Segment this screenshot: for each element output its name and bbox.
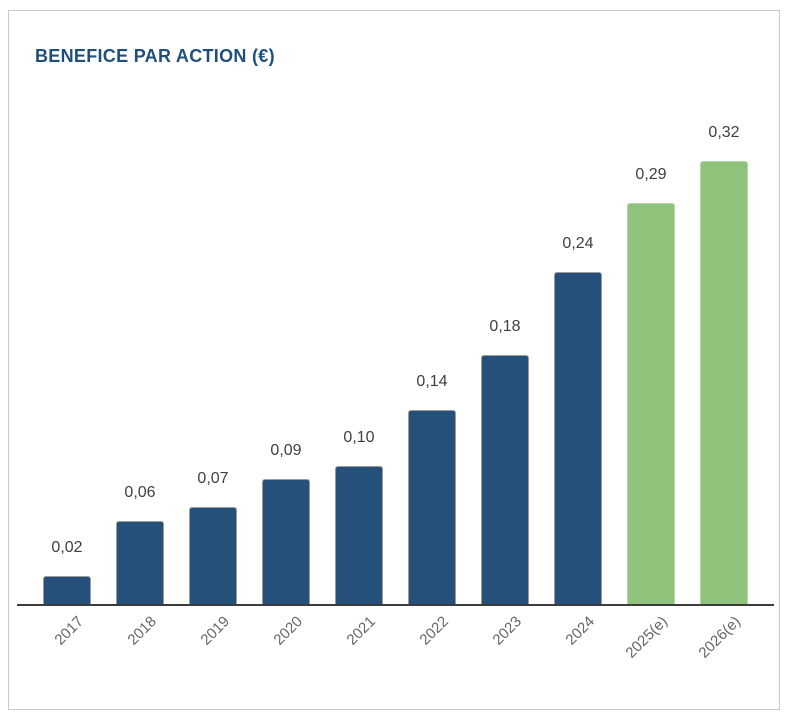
bar-value-label-2019: 0,07 (197, 470, 229, 487)
bar-2020[interactable] (262, 479, 310, 604)
bar-2023[interactable] (481, 355, 529, 604)
bar-2019[interactable] (189, 507, 237, 604)
x-axis-label-2024: 2024 (562, 613, 599, 649)
bar-2018[interactable] (116, 521, 164, 604)
x-axis-label-2021: 2021 (343, 613, 380, 649)
bar-2017[interactable] (43, 576, 91, 604)
bar-value-label-2022: 0,14 (416, 373, 448, 390)
x-axis-label-2020: 2020 (270, 613, 307, 649)
chart-card: BENEFICE PAR ACTION (€) 0,02 2017 0,06 2018… (8, 10, 780, 710)
bar-value-label-2026(e): 0,32 (708, 124, 740, 141)
x-axis-line (17, 604, 774, 606)
x-axis-label-2026(e): 2026(e) (695, 613, 745, 662)
bar-value-label-2020: 0,09 (270, 442, 302, 459)
x-axis-label-2023: 2023 (489, 613, 526, 649)
x-axis-label-2017: 2017 (51, 613, 88, 649)
x-axis-label-2025(e): 2025(e) (622, 613, 672, 662)
bar-value-label-2024: 0,24 (562, 235, 594, 252)
bar-value-label-2017: 0,02 (51, 539, 83, 556)
plot-area: 0,02 2017 0,06 2018 0,07 2019 0,09 2020 0,10 2021… (9, 11, 779, 709)
chart-title: BENEFICE PAR ACTION (€) (35, 46, 275, 66)
bar-2022[interactable] (408, 410, 456, 604)
bar-value-label-2021: 0,10 (343, 429, 375, 446)
x-axis-label-2018: 2018 (124, 613, 161, 649)
bar-2026(e)[interactable] (700, 161, 748, 604)
bar-value-label-2018: 0,06 (124, 484, 156, 501)
bar-value-label-2023: 0,18 (489, 318, 521, 335)
bar-2025(e)[interactable] (627, 203, 675, 604)
x-axis-label-2019: 2019 (197, 613, 234, 649)
bar-value-label-2025(e): 0,29 (635, 166, 667, 183)
bar-2021[interactable] (335, 466, 383, 604)
x-axis-label-2022: 2022 (416, 613, 453, 649)
bar-2024[interactable] (554, 272, 602, 604)
